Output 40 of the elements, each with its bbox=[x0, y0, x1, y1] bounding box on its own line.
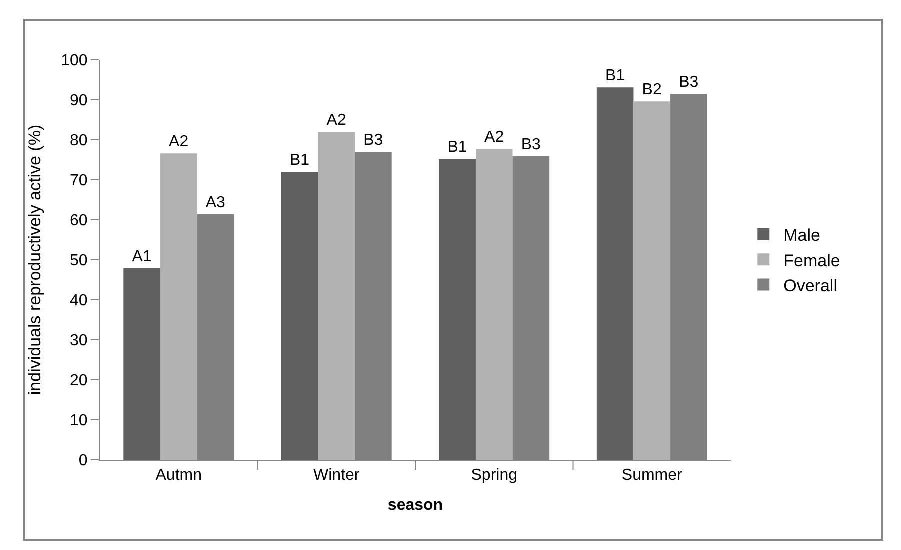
data-label: A2 bbox=[169, 134, 189, 151]
y-tick-label: 70 bbox=[70, 172, 88, 190]
legend-label: Female bbox=[784, 251, 840, 270]
x-tick-label: Winter bbox=[314, 467, 360, 484]
bar bbox=[281, 172, 318, 460]
data-label: B3 bbox=[521, 136, 542, 154]
data-label: A2 bbox=[326, 112, 346, 129]
y-tick-label: 20 bbox=[70, 372, 88, 390]
x-tick-label: Spring bbox=[471, 467, 518, 484]
y-tick-label: 30 bbox=[70, 332, 88, 350]
y-axis-title: individuals reproductively active (%) bbox=[26, 124, 45, 396]
data-label: B1 bbox=[605, 68, 626, 85]
y-tick-label: 90 bbox=[70, 92, 88, 110]
bar bbox=[318, 132, 356, 460]
bar bbox=[439, 159, 476, 460]
bar bbox=[476, 149, 513, 460]
data-label: B1 bbox=[448, 139, 468, 156]
bar bbox=[634, 102, 671, 460]
data-label: B1 bbox=[290, 152, 310, 169]
bar bbox=[160, 154, 198, 460]
legend-label: Male bbox=[784, 226, 820, 246]
legend-label: Overall bbox=[784, 276, 838, 296]
y-tick-label: 10 bbox=[70, 412, 88, 430]
data-label: B3 bbox=[679, 74, 699, 91]
x-tick-label: Summer bbox=[622, 467, 684, 484]
data-label: A3 bbox=[206, 194, 226, 212]
data-label: B3 bbox=[364, 132, 384, 149]
data-label: B2 bbox=[642, 82, 662, 99]
x-axis-title: season bbox=[388, 496, 444, 514]
y-tick-label: 50 bbox=[70, 252, 88, 270]
bar bbox=[596, 88, 634, 460]
y-tick-label: 60 bbox=[70, 212, 88, 230]
y-tick-label: 100 bbox=[61, 52, 88, 70]
y-tick-label: 0 bbox=[78, 452, 88, 470]
bar bbox=[124, 268, 160, 460]
data-label: A2 bbox=[484, 129, 504, 146]
y-tick-label: 80 bbox=[70, 132, 88, 150]
x-tick-label: Autmn bbox=[156, 467, 202, 484]
data-label: A1 bbox=[132, 248, 152, 266]
y-tick-label: 40 bbox=[70, 292, 88, 310]
